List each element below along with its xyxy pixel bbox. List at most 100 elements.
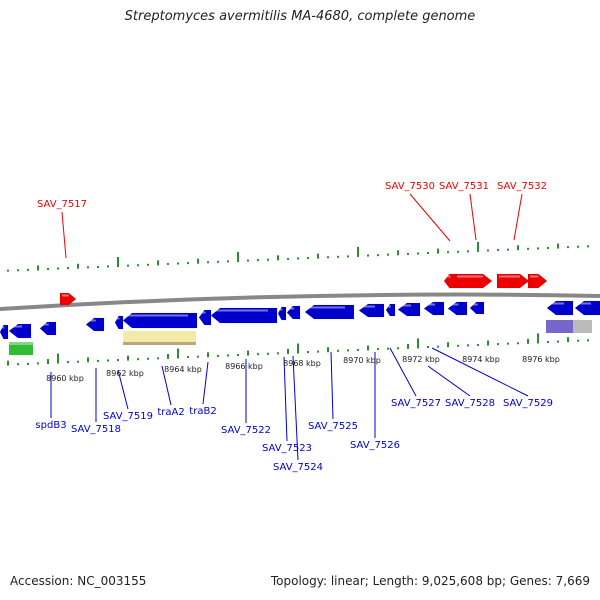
gene-arrow-sav-7531-shine (457, 275, 483, 278)
gene-arrow-sav-7533 (546, 300, 574, 316)
gene-arrow-sav-7529-shine (450, 303, 459, 306)
gene-arrow-sav-7518 (8, 323, 32, 339)
gene-arrow-sav-7518b (39, 321, 57, 336)
callout-line (513, 193, 523, 241)
gene-arrow-sav-7517-shine (62, 294, 69, 297)
gene-arrow-sav-7518-shine (11, 325, 22, 328)
gene-arrow-sav-7526 (358, 303, 385, 318)
callout-line (117, 369, 129, 410)
gene-arrow-sav-7526b-shine (388, 305, 391, 308)
gene-arrow-sav-7531 (454, 273, 493, 289)
gene-arrow-sav-7524 (286, 305, 301, 320)
scale-label: 8974 kbp (462, 355, 500, 364)
gene-arrow-sav-7533-shine (549, 302, 564, 305)
gene-arrow-sav-7526-shine (361, 305, 375, 308)
gene-label-sav-7525: SAV_7525 (308, 421, 358, 432)
gene-arrow-sav-7519-shine (88, 319, 96, 322)
purple-feature-bar (546, 320, 573, 333)
gene-arrow-sav-7532b-shine (530, 275, 539, 278)
callout-line (202, 361, 209, 405)
gene-arrow-sav-7529b (469, 301, 485, 315)
accession-text: Accession: NC_003155 (10, 574, 147, 588)
gene-arrow-sav-7527 (397, 302, 421, 317)
gene-arrow-sav-7517 (59, 292, 77, 306)
scale-label: 8972 kbp (402, 355, 440, 364)
gene-arrow-sav-7534 (574, 300, 600, 316)
gene-label-sav-7522: SAV_7522 (221, 425, 271, 436)
gene-arrow-sav-7519 (85, 317, 105, 332)
scale-label: 8976 kbp (522, 355, 560, 364)
scale-label: 8970 kbp (343, 356, 381, 365)
gene-arrow-trab-start (114, 315, 124, 330)
gene-arrow-sav-7522 (210, 307, 278, 324)
gene-label-sav-7531: SAV_7531 (439, 181, 489, 192)
callout-line (427, 365, 471, 397)
gc-tick-layer (7, 241, 589, 366)
gene-arrow-spdb3 (0, 324, 9, 340)
map-title: Streptomyces avermitilis MA-4680, comple… (124, 9, 476, 24)
gene-arrow-sav-7526b (385, 303, 396, 317)
callout-line (469, 193, 477, 241)
gene-label-sav-7529: SAV_7529 (503, 398, 553, 409)
callout-line (389, 347, 417, 397)
callout-line (292, 355, 299, 461)
gene-arrow-sav-7528-shine (426, 303, 435, 306)
yellow-feature-shadow (123, 342, 196, 345)
gene-arrow-sav-7522-shine (213, 309, 268, 312)
callout-line (330, 351, 334, 420)
scale-label: 8968 kbp (283, 359, 321, 368)
gene-arrow-sav-7528 (423, 301, 445, 316)
genome-stats-text: Topology: linear; Length: 9,025,608 bp; … (270, 574, 590, 588)
scale-label: 8962 kbp (106, 369, 144, 378)
gene-arrow-sav-7525-shine (307, 306, 345, 309)
callout-line (409, 193, 451, 242)
gene-arrow-sav-7524-shine (289, 307, 295, 310)
gene-arrow-spdb3-shine (2, 326, 5, 329)
callout-line (283, 356, 288, 442)
gene-label-sav-7517: SAV_7517 (37, 199, 87, 210)
gene-label-sav-7524: SAV_7524 (273, 462, 323, 473)
gene-arrow-sav-7523 (277, 306, 287, 321)
callout-line (61, 211, 67, 259)
gene-arrow-sav-7529b-shine (472, 303, 478, 306)
gene-arrow-traa2-shine (125, 314, 188, 317)
gene-label-traa2: traA2 (157, 407, 184, 418)
gene-label-sav-7532: SAV_7532 (497, 181, 547, 192)
gene-arrow-sav-7534-shine (577, 302, 591, 305)
gene-label-sav-7530: SAV_7530 (385, 181, 435, 192)
callout-line (161, 365, 172, 406)
callout-line (431, 347, 529, 397)
gene-label-sav-7519: SAV_7519 (103, 411, 153, 422)
gene-arrow-sav-7529 (447, 301, 468, 316)
gene-arrow-trab2 (198, 309, 212, 326)
green-feature-shine (9, 342, 33, 345)
chromosome-backbone (0, 292, 600, 311)
gene-arrow-trab2-shine (201, 311, 206, 314)
gene-label-sav-7526: SAV_7526 (350, 440, 400, 451)
yellow-feature-bar (123, 331, 196, 344)
gene-arrow-sav-7532 (496, 273, 530, 289)
gene-layer (0, 273, 600, 355)
gene-arrow-sav-7530-shine (446, 275, 451, 278)
gene-arrow-sav-7525 (304, 304, 355, 320)
gene-arrow-trab-start-shine (117, 317, 120, 320)
gene-label-sav-7518: SAV_7518 (71, 424, 121, 435)
gene-arrow-sav-7518b-shine (42, 323, 49, 326)
gene-label-sav-7523: SAV_7523 (262, 443, 312, 454)
gene-arrow-sav-7532-shine (499, 275, 520, 278)
green-feature-bar (9, 342, 33, 355)
gene-label-sav-7528: SAV_7528 (445, 398, 495, 409)
gene-arrow-sav-7523-shine (280, 308, 283, 311)
scale-label: 8966 kbp (225, 362, 263, 371)
scale-label: 8960 kbp (46, 374, 84, 383)
scale-layer: 8960 kbp 8962 kbp 8964 kbp 8966 kbp 8968 kbp… (46, 355, 560, 383)
gene-arrow-traa2 (122, 312, 198, 329)
scale-label: 8964 kbp (164, 365, 202, 374)
grey-feature-bar (573, 320, 592, 333)
callout-layer: SAV_7517 SAV_7530 SAV_7531 SAV_7532 spdB3 SAV… (35, 181, 553, 473)
gene-label-spdb3: spdB3 (35, 420, 66, 431)
gene-label-sav-7527: SAV_7527 (391, 398, 441, 409)
gene-arrow-sav-7527-shine (400, 304, 411, 307)
